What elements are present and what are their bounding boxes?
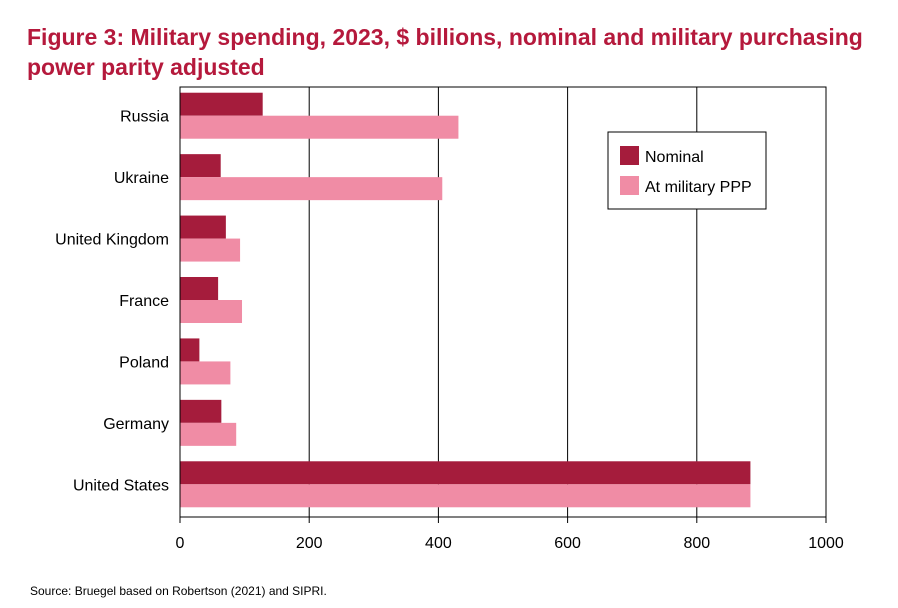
legend: Nominal At military PPP [607,131,767,210]
legend-label: At military PPP [645,179,752,196]
category-label: Poland [119,354,169,371]
bar-nominal [180,277,219,300]
legend-swatch [620,146,639,165]
bar-nominal [180,154,221,178]
legend-swatch [620,176,639,195]
source-note: Source: Bruegel based on Robertson (2021… [30,584,327,598]
bar-military-ppp [180,238,241,262]
category-label: United Kingdom [55,232,169,249]
legend-label: Nominal [645,149,704,166]
bar-military-ppp [180,300,243,323]
bar-nominal [180,399,222,423]
x-tick-label: 0 [176,535,185,552]
category-label: France [119,293,169,310]
x-tick-label: 200 [296,535,323,552]
category-label: United States [73,477,169,494]
plot-frame [179,86,827,518]
bar-nominal [180,215,226,239]
category-label: Ukraine [114,170,169,187]
legend-box [607,131,767,210]
bar-nominal [180,92,263,116]
bar-military-ppp [180,177,443,201]
chart-title: Figure 3: Military spending, 2023, $ bil… [27,24,863,80]
x-tick-label: 600 [554,535,581,552]
bar-military-ppp [180,422,237,446]
bar-nominal [180,461,751,485]
x-tick-label: 800 [683,535,710,552]
y-axis-categories: Russia Ukraine United Kingdom France Poland G… [55,109,169,495]
bars [180,92,751,508]
category-label: Germany [103,416,169,433]
bar-military-ppp [180,361,231,385]
x-tick-label: 1000 [808,535,844,552]
x-tick-label: 400 [425,535,452,552]
x-axis-ticks: 0 200 400 600 800 1000 [176,517,844,552]
category-label: Russia [120,109,169,126]
bar-nominal [180,338,200,362]
bar-military-ppp [180,115,459,139]
bar-military-ppp [180,484,751,508]
